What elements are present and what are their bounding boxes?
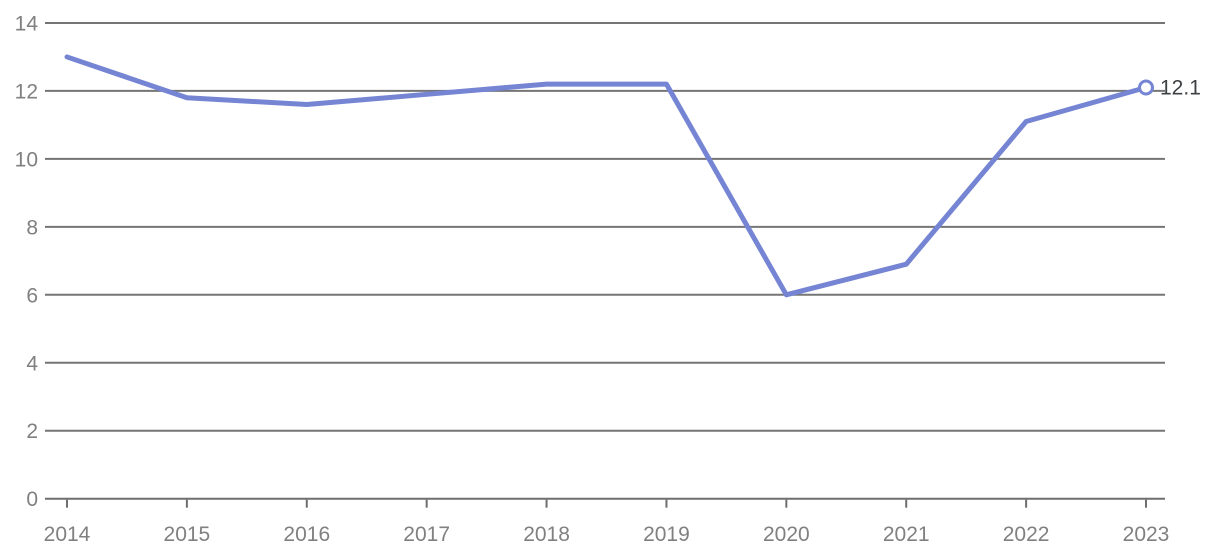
endpoint-value-label: 12.1 [1160, 77, 1201, 100]
y-tick-label: 6 [26, 284, 38, 307]
series-line[interactable] [64, 54, 1149, 298]
x-tick-label: 2015 [164, 523, 211, 546]
y-tick-label: 14 [15, 12, 39, 35]
endpoint-marker[interactable] [1138, 79, 1154, 96]
gridlines [45, 21, 1165, 500]
x-tick-label: 2017 [403, 523, 450, 546]
x-tick-label: 2014 [44, 523, 91, 546]
x-tick-label: 2020 [763, 523, 810, 546]
y-tick-label: 4 [26, 352, 38, 375]
x-tick-label: 2022 [1003, 523, 1050, 546]
y-tick-label: 10 [15, 148, 38, 171]
x-tick-label: 2018 [523, 523, 570, 546]
y-tick-label: 0 [26, 488, 38, 511]
x-tick-label: 2021 [883, 523, 930, 546]
x-tick-label: 2023 [1123, 523, 1170, 546]
x-axis [66, 499, 1147, 508]
y-axis-labels: 0 2 4 6 8 10 12 14 [15, 12, 39, 511]
series-line-group [64, 54, 1149, 298]
endpoint-group: 12.1 [1138, 77, 1201, 100]
y-tick-label: 12 [15, 80, 38, 103]
y-tick-label: 2 [26, 420, 38, 443]
x-tick-label: 2019 [643, 523, 690, 546]
x-axis-labels: 2014 2015 2016 2017 2018 2019 2020 2021 2022 2023 [44, 523, 1170, 546]
y-tick-label: 8 [26, 216, 38, 239]
x-tick-label: 2016 [283, 523, 330, 546]
